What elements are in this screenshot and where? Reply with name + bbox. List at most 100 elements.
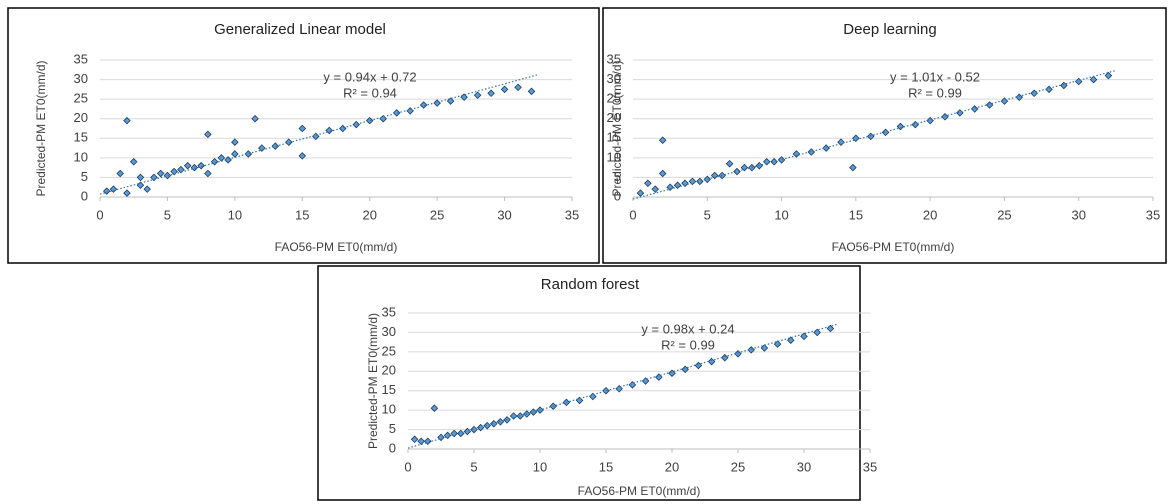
x-tick-label: 0 — [404, 459, 411, 474]
x-tick-label: 30 — [1071, 207, 1085, 222]
point — [183, 161, 192, 170]
point — [190, 163, 199, 172]
y-tick-label: 30 — [74, 71, 88, 86]
point — [703, 175, 712, 184]
point — [487, 89, 495, 98]
y-tick-label: 20 — [382, 363, 396, 378]
point — [926, 116, 934, 125]
y-tick-label: 35 — [382, 304, 396, 319]
x-axis-label: FAO56-PM ET0(mm/d) — [832, 240, 955, 254]
point — [204, 169, 212, 178]
y-tick-label: 25 — [74, 91, 88, 106]
y-tick-label: 25 — [607, 91, 621, 106]
y-tick-label: 15 — [382, 382, 396, 397]
x-tick-label: 5 — [164, 207, 171, 222]
point — [636, 189, 645, 197]
point — [285, 138, 293, 146]
point — [673, 181, 682, 190]
y-tick-label: 15 — [607, 130, 621, 145]
point — [298, 152, 307, 160]
point — [826, 324, 835, 333]
point — [251, 114, 259, 123]
x-tick-label: 15 — [295, 207, 309, 222]
x-tick-label: 15 — [849, 207, 863, 222]
point — [970, 105, 979, 113]
x-tick-label: 20 — [362, 207, 376, 222]
x-tick-label: 20 — [923, 207, 937, 222]
x-tick-label: 15 — [599, 459, 613, 474]
point — [217, 154, 226, 162]
point — [231, 138, 239, 146]
point — [483, 421, 491, 430]
point — [406, 107, 414, 115]
trendline — [407, 323, 838, 449]
point — [644, 179, 652, 188]
point — [136, 181, 145, 190]
y-tick-label: 0 — [389, 440, 396, 455]
y-tick-label: 10 — [74, 149, 88, 164]
point — [123, 189, 131, 197]
x-tick-label: 0 — [96, 207, 103, 222]
point — [129, 158, 138, 166]
annotation: R² = 0.99 — [661, 337, 715, 352]
y-tick-label: 0 — [614, 188, 621, 203]
x-tick-label: 35 — [1146, 207, 1160, 222]
y-axis-label: Predicted-PM ET0(mm/d) — [610, 60, 624, 196]
y-tick-label: 5 — [614, 169, 621, 184]
x-tick-label: 25 — [430, 207, 444, 222]
point — [424, 437, 432, 445]
point — [681, 365, 689, 374]
point — [204, 130, 212, 139]
y-tick-label: 20 — [74, 110, 88, 125]
point — [156, 169, 165, 178]
chart-title: Deep learning — [843, 21, 936, 38]
annotation: y = 1.01x - 0.52 — [890, 69, 980, 84]
point — [109, 185, 118, 193]
point — [210, 158, 219, 166]
point — [271, 142, 280, 150]
point — [527, 87, 536, 96]
x-tick-label: 35 — [863, 459, 877, 474]
x-tick-label: 5 — [704, 207, 711, 222]
point — [710, 171, 719, 180]
point — [430, 404, 439, 412]
x-tick-label: 10 — [533, 459, 547, 474]
point — [747, 346, 755, 354]
point — [136, 173, 145, 182]
point — [496, 418, 505, 426]
point — [1015, 93, 1024, 101]
trendline — [632, 69, 1117, 200]
point — [1030, 89, 1038, 98]
y-tick-label: 25 — [382, 343, 396, 358]
point — [143, 185, 151, 193]
point — [896, 122, 905, 131]
x-axis-label: FAO56-PM ET0(mm/d) — [275, 240, 398, 254]
point — [500, 85, 509, 94]
x-tick-label: 30 — [797, 459, 811, 474]
point — [985, 101, 994, 109]
point — [470, 425, 478, 434]
point — [224, 156, 232, 164]
point — [177, 165, 185, 174]
point — [417, 437, 425, 445]
point — [473, 91, 482, 99]
point — [365, 116, 374, 125]
point — [197, 161, 205, 170]
point — [602, 386, 610, 395]
x-tick-label: 20 — [665, 459, 679, 474]
point — [852, 134, 860, 143]
y-tick-label: 30 — [382, 324, 396, 339]
point — [668, 369, 676, 377]
point — [437, 433, 445, 442]
chart-frame — [7, 7, 600, 264]
point — [658, 169, 667, 178]
point — [338, 124, 347, 133]
point — [170, 167, 178, 176]
point — [694, 361, 703, 370]
point — [150, 173, 158, 182]
annotation: y = 0.98x + 0.24 — [641, 321, 734, 336]
y-tick-label: 5 — [81, 169, 88, 184]
chart-title: Random forest — [541, 276, 640, 293]
x-tick-label: 10 — [774, 207, 788, 222]
